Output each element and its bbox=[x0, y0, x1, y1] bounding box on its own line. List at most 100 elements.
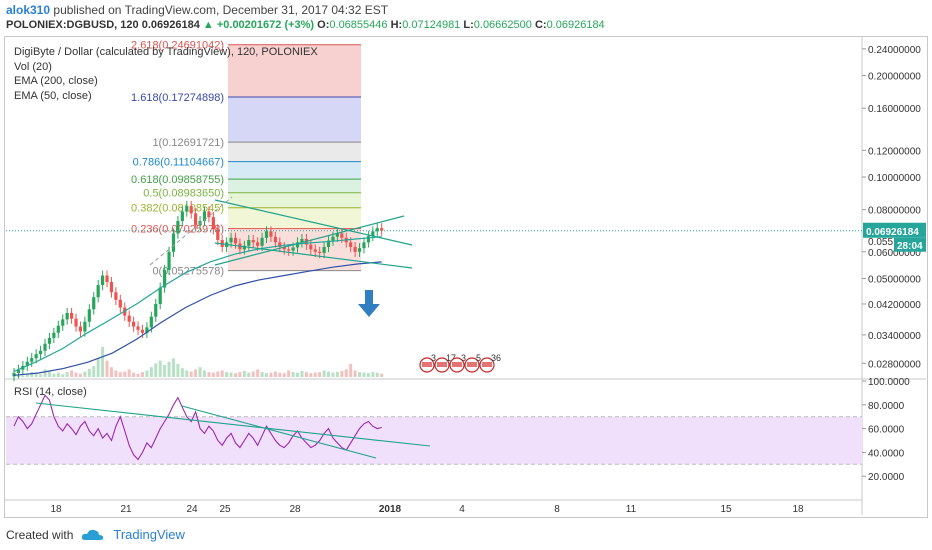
volume-bar bbox=[260, 372, 264, 377]
candle-body bbox=[132, 321, 136, 327]
volume-bar bbox=[43, 369, 47, 377]
volume-bar bbox=[247, 372, 251, 377]
open-value: 0.06855446 bbox=[329, 19, 388, 31]
volume-bar bbox=[362, 372, 366, 377]
candle-body bbox=[357, 248, 362, 252]
volume-bar bbox=[296, 372, 300, 377]
tradingview-cloud-icon bbox=[82, 529, 104, 540]
low-label: L: bbox=[463, 19, 474, 31]
volume-bar bbox=[327, 371, 331, 377]
candle-body bbox=[366, 236, 370, 243]
volume-bar bbox=[52, 373, 56, 377]
event-flag-stripe bbox=[482, 362, 492, 367]
rsi-trendline-lower bbox=[181, 405, 377, 459]
event-flag-stripe bbox=[467, 362, 477, 367]
trendline-upper bbox=[214, 199, 413, 246]
volume-bar bbox=[140, 372, 144, 377]
candle-body bbox=[127, 315, 131, 322]
volume-bar bbox=[154, 363, 158, 377]
volume-bar bbox=[21, 375, 25, 377]
countdown-text: 28:04 bbox=[897, 241, 923, 252]
volume-bar bbox=[136, 373, 140, 377]
rsi-trendline-upper bbox=[35, 402, 431, 447]
candle-body bbox=[136, 326, 140, 330]
volume-bar bbox=[74, 372, 78, 377]
candle-body bbox=[43, 343, 47, 351]
candle-body bbox=[229, 237, 233, 243]
fib-zone-5 bbox=[228, 192, 361, 208]
candle-body bbox=[269, 231, 273, 237]
ema200-line bbox=[13, 261, 382, 376]
volume-bar bbox=[189, 371, 193, 377]
candle-body bbox=[101, 275, 105, 286]
candle-body bbox=[326, 240, 331, 247]
candle-body bbox=[154, 303, 158, 317]
footer-created: Created with bbox=[6, 527, 74, 542]
candle-body bbox=[189, 206, 193, 214]
volume-bar bbox=[149, 367, 153, 377]
time-tick-label: 24 bbox=[186, 504, 198, 515]
volume-bar bbox=[309, 373, 313, 377]
volume-bar bbox=[167, 361, 171, 377]
time-tick-label: 8 bbox=[554, 504, 560, 515]
volume-bar bbox=[171, 358, 175, 377]
trendline-rising bbox=[214, 215, 405, 266]
candle-body bbox=[140, 329, 145, 333]
volume-bar bbox=[25, 374, 29, 377]
time-tick-label: 28 bbox=[289, 504, 301, 515]
fib-label-2: 1(0.12691721) bbox=[152, 137, 224, 149]
candle-body bbox=[109, 282, 114, 293]
candle-body bbox=[87, 309, 91, 322]
chart-frame[interactable] bbox=[4, 36, 928, 518]
volume-bar bbox=[287, 370, 291, 377]
volume-bar bbox=[194, 369, 198, 377]
volume-bar bbox=[256, 369, 260, 377]
candle-body bbox=[118, 299, 122, 308]
candle-body bbox=[114, 292, 118, 300]
volume-bar bbox=[163, 365, 167, 377]
volume-bar bbox=[101, 347, 105, 377]
candle-body bbox=[202, 211, 207, 222]
volume-bar bbox=[304, 372, 308, 377]
down-arrow-icon bbox=[358, 290, 380, 317]
volume-bar bbox=[229, 372, 233, 377]
volume-bar bbox=[109, 367, 113, 377]
volume-bar bbox=[375, 372, 379, 377]
price-change: +0.00201672 (+3%) bbox=[216, 19, 315, 31]
volume-bar bbox=[127, 369, 131, 377]
time-tick-label: 4 bbox=[459, 504, 465, 515]
candle-body bbox=[216, 229, 220, 241]
volume-bar bbox=[318, 372, 322, 377]
low-value: 0.06662500 bbox=[473, 19, 532, 31]
volume-bar bbox=[265, 373, 269, 377]
volume-bar bbox=[158, 360, 162, 377]
candle-body bbox=[375, 228, 379, 232]
candle-body bbox=[16, 369, 21, 374]
price-tick-label: 0.08000000 bbox=[868, 206, 921, 217]
fib-label-0: 2.618(0.24691042) bbox=[131, 40, 224, 52]
candle-body bbox=[105, 275, 109, 283]
event-flag-stripe bbox=[437, 362, 447, 367]
high-value: 0.07124981 bbox=[402, 19, 461, 31]
candle-body bbox=[25, 361, 29, 366]
volume-bar bbox=[344, 369, 348, 377]
candle-body bbox=[61, 319, 65, 326]
candle-body bbox=[313, 249, 317, 252]
event-badge-count: 17 bbox=[446, 353, 456, 363]
volume-bar bbox=[216, 371, 220, 377]
volume-bar bbox=[291, 372, 295, 377]
volume-bar bbox=[300, 371, 304, 377]
ema50-line bbox=[13, 236, 382, 372]
footer-brand[interactable]: TradingView bbox=[113, 527, 185, 542]
candle-body bbox=[92, 297, 96, 310]
author-name[interactable]: alok310 bbox=[6, 3, 51, 17]
candle-body bbox=[247, 240, 251, 246]
candle-body bbox=[353, 246, 357, 252]
rsi-legend: RSI (14, close) bbox=[14, 386, 87, 398]
volume-bar bbox=[56, 372, 60, 377]
fib-zone-0 bbox=[228, 44, 361, 97]
price-tick-label: 0.10000000 bbox=[868, 173, 921, 184]
legend-ema50: EMA (50, close) bbox=[14, 89, 92, 102]
legend-title: DigiByte / Dollar (calculated by Trading… bbox=[14, 46, 318, 58]
